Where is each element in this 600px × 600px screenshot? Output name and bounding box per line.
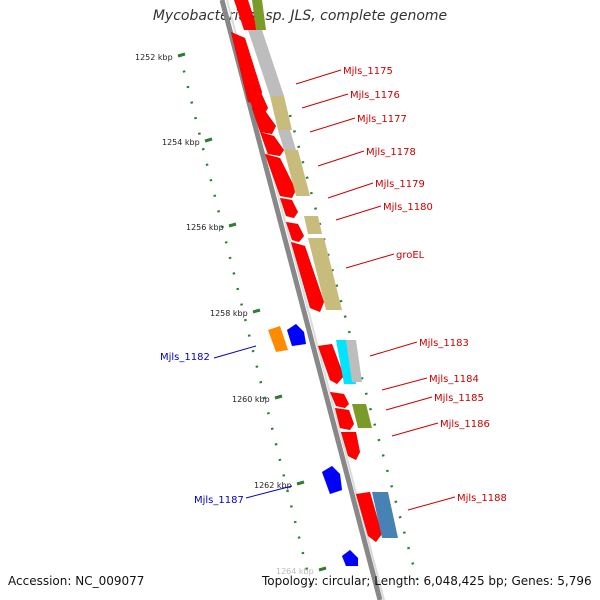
gene-label-forward[interactable]: Mjls_1184 bbox=[429, 374, 479, 385]
leader-line bbox=[369, 341, 418, 357]
gene-cog-khaki[interactable] bbox=[308, 238, 342, 310]
inner-tick-track bbox=[178, 54, 314, 591]
leader-line bbox=[213, 345, 257, 359]
leader-line bbox=[407, 496, 456, 511]
gene-label-forward[interactable]: Mjls_1177 bbox=[357, 114, 407, 125]
leader-line bbox=[245, 485, 293, 499]
gene-cds[interactable] bbox=[334, 407, 355, 431]
tick-mark bbox=[228, 222, 237, 228]
leader-line bbox=[385, 396, 433, 411]
tick-label: 1256 kbp bbox=[186, 223, 224, 232]
gene-cog-khaki[interactable] bbox=[304, 216, 322, 234]
tick-label: 1252 kbp bbox=[135, 53, 173, 62]
tick-label: 1254 kbp bbox=[162, 138, 200, 147]
gene-label-forward[interactable]: Mjls_1176 bbox=[350, 90, 400, 101]
gene-label-forward[interactable]: Mjls_1188 bbox=[457, 493, 507, 504]
gene-blue[interactable] bbox=[341, 549, 359, 567]
gene-cds[interactable] bbox=[234, 0, 258, 30]
tick-mark bbox=[177, 52, 186, 58]
gene-blue[interactable] bbox=[321, 465, 343, 495]
leader-line bbox=[295, 69, 342, 85]
tick-group: 1252 kbp 1254 kbp 1256 kbp 1258 kbp 1260 kbp… bbox=[135, 52, 422, 591]
gene-cds[interactable] bbox=[340, 431, 361, 461]
leader-line bbox=[327, 182, 374, 199]
label-group: Mjls_1175 Mjls_1176 Mjls_1177 Mjls_1178 Mjls… bbox=[160, 66, 507, 511]
gene-cog-gray[interactable] bbox=[278, 130, 296, 150]
gene-cog-gray[interactable] bbox=[248, 30, 284, 96]
gene-cds[interactable] bbox=[317, 343, 345, 385]
gene-cds[interactable] bbox=[285, 221, 305, 243]
leader-line bbox=[345, 253, 395, 269]
gene-cds[interactable] bbox=[279, 197, 299, 219]
gene-cog-khaki[interactable] bbox=[284, 150, 310, 196]
tick-label: 1262 kbp bbox=[254, 481, 292, 490]
tick-label: 1260 kbp bbox=[232, 395, 270, 404]
gene-group bbox=[230, 0, 398, 567]
gene-label-forward[interactable]: Mjls_1185 bbox=[434, 393, 484, 404]
gene-label-forward[interactable]: Mjls_1183 bbox=[419, 338, 469, 349]
gene-label-forward[interactable]: groEL bbox=[396, 250, 425, 261]
gene-cds[interactable] bbox=[245, 85, 269, 114]
gene-label-forward[interactable]: Mjls_1186 bbox=[440, 419, 490, 430]
gene-cog-top[interactable] bbox=[252, 0, 266, 30]
gene-cog-gray[interactable] bbox=[346, 340, 362, 382]
gene-cog-khaki[interactable] bbox=[270, 96, 292, 130]
tick-mark bbox=[204, 137, 213, 143]
gene-cds[interactable] bbox=[290, 241, 325, 313]
leader-line bbox=[335, 205, 382, 221]
gene-label-reverse[interactable]: Mjls_1187 bbox=[194, 495, 244, 506]
gene-label-forward[interactable]: Mjls_1180 bbox=[383, 202, 433, 213]
gene-cog-steelblue[interactable] bbox=[372, 492, 398, 538]
leader-line bbox=[309, 117, 356, 133]
tick-label: 1258 kbp bbox=[210, 309, 248, 318]
genome-stats-text: Topology: circular; Length: 6,048,425 bp… bbox=[262, 574, 592, 588]
gene-label-reverse[interactable]: Mjls_1182 bbox=[160, 352, 210, 363]
leader-line bbox=[381, 377, 428, 391]
gene-cog-olive[interactable] bbox=[352, 404, 372, 428]
gene-label-forward[interactable]: Mjls_1179 bbox=[375, 179, 425, 190]
leader-line bbox=[391, 422, 439, 437]
tick-mark bbox=[296, 480, 305, 486]
tick-mark bbox=[318, 566, 327, 572]
tick-mark bbox=[274, 394, 283, 400]
gene-orange[interactable] bbox=[268, 326, 288, 352]
gene-cds[interactable] bbox=[259, 131, 285, 157]
tick-label: 1264 kbp bbox=[276, 567, 314, 576]
gene-cds[interactable] bbox=[355, 491, 383, 543]
gene-cds[interactable] bbox=[264, 153, 297, 199]
leader-line bbox=[301, 93, 349, 109]
gene-blue[interactable] bbox=[286, 323, 307, 347]
gene-cds[interactable] bbox=[329, 391, 350, 409]
leader-line bbox=[317, 150, 365, 167]
gene-label-forward[interactable]: Mjls_1175 bbox=[343, 66, 393, 77]
gene-cds[interactable] bbox=[251, 107, 277, 135]
tick-mark bbox=[252, 308, 261, 314]
gene-label-forward[interactable]: Mjls_1178 bbox=[366, 147, 416, 158]
accession-text: Accession: NC_009077 bbox=[8, 574, 145, 588]
